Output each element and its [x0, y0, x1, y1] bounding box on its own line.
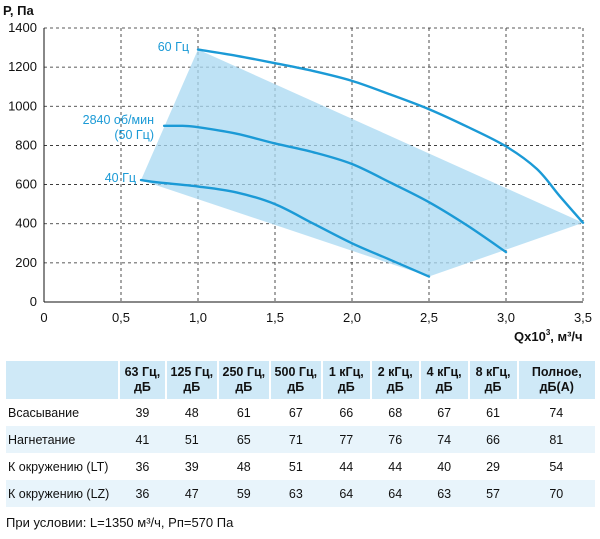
table-cell: 36 [119, 480, 166, 507]
table-cell: 77 [321, 426, 371, 453]
x-tick-label: 0,5 [112, 310, 130, 325]
table-cell: 54 [549, 459, 564, 474]
x-tick-label: 0 [40, 310, 47, 325]
y-axis-label: Р, Па [3, 3, 34, 18]
table-cell: 76 [370, 426, 420, 453]
table-cell: 66 [468, 426, 518, 453]
series-line-1 [162, 124, 508, 254]
table-cell: 57 [468, 480, 518, 507]
table-row: Нагнетание 41 51 65 71 77 76 74 66 81 [6, 426, 595, 453]
table-cell: 48 [236, 459, 251, 474]
table-cell: 48 [184, 405, 199, 420]
series-line-0 [196, 48, 585, 224]
table-cell: 67 [437, 405, 452, 420]
column-header: 250 Гц, дБ [216, 361, 270, 399]
chart-axes [43, 28, 583, 303]
footnote: При условии: L=1350 м³/ч, Pп=570 Па [6, 515, 234, 530]
table-cell: 64 [321, 480, 371, 507]
table-cell: 39 [135, 405, 150, 420]
y-tick-label: 1200 [8, 59, 37, 74]
table-cell: 63 [419, 480, 469, 507]
table-cell: 74 [549, 405, 564, 420]
column-header: Полное, дБ(А) [516, 361, 595, 399]
x-tick-label: 3,5 [574, 310, 592, 325]
y-tick-label: 600 [15, 177, 37, 192]
row-label: К окружению (LT) [8, 459, 109, 474]
y-tick-labels: 0 200 400 600 800 1000 1200 1400 [8, 20, 37, 309]
y-tick-label: 0 [30, 294, 37, 309]
row-label: К окружению (LZ) [6, 480, 119, 507]
table-row: К окружению (LT) 36 39 48 51 44 44 40 29 54 [6, 453, 595, 480]
x-tick-label: 2,0 [343, 310, 361, 325]
table-cell: 67 [288, 405, 303, 420]
x-axis-label-sup: 3 [546, 328, 551, 337]
y-tick-label: 400 [15, 216, 37, 231]
table-cell: 64 [370, 480, 420, 507]
table-cell: 36 [135, 459, 150, 474]
column-header: 63 Гц, дБ [118, 361, 166, 399]
table-cell: 44 [339, 459, 354, 474]
x-tick-labels: 0 0,5 1,0 1,5 2,0 2,5 3,0 3,5 [40, 310, 592, 325]
series-line-2 [139, 178, 431, 278]
table-cell: 51 [288, 459, 303, 474]
table-row: К окружению (LZ) 36 47 59 63 64 64 63 57 70 [6, 480, 595, 507]
column-header: 1 кГц, дБ [320, 361, 371, 399]
noise-table: 63 Гц, дБ 125 Гц, дБ 250 Гц, дБ 500 Гц, дБ 1… [6, 361, 595, 507]
x-axis-label-main: Qx10 [514, 329, 546, 344]
series-label-50hz-line1: 2840 об/мин [83, 113, 154, 127]
series-label-60hz: 60 Гц [158, 40, 189, 54]
table-cell: 59 [217, 480, 270, 507]
column-header: 2 кГц, дБ [369, 361, 420, 399]
table-cell: 81 [517, 426, 595, 453]
x-tick-label: 1,5 [266, 310, 284, 325]
row-label: Всасывание [8, 405, 80, 420]
series-label-40hz: 40 Гц [105, 171, 136, 185]
table-cell: 61 [486, 405, 501, 420]
table-cell: 61 [236, 405, 251, 420]
table-cell: 63 [269, 480, 322, 507]
x-axis-label: Qx103, м³/ч [514, 328, 583, 344]
table-cell: 41 [119, 426, 166, 453]
table-cell: 47 [165, 480, 218, 507]
table-body: Всасывание 39 48 61 67 66 68 67 61 74 Нагнетание 41… [6, 399, 595, 507]
table-cell: 65 [217, 426, 270, 453]
y-tick-label: 1400 [8, 20, 37, 35]
table-header-row: 63 Гц, дБ 125 Гц, дБ 250 Гц, дБ 500 Гц, дБ 1… [6, 361, 595, 399]
column-header: 125 Гц, дБ [164, 361, 218, 399]
y-tick-label: 800 [15, 137, 37, 152]
table-cell: 70 [517, 480, 595, 507]
row-label: Нагнетание [6, 426, 119, 453]
column-header: 8 кГц, дБ [467, 361, 518, 399]
column-header: 4 кГц, дБ [418, 361, 469, 399]
table-cell: 40 [437, 459, 452, 474]
y-tick-label: 1000 [8, 98, 37, 113]
table-row: Всасывание 39 48 61 67 66 68 67 61 74 [6, 399, 595, 426]
table-cell: 29 [486, 459, 501, 474]
operating-region [141, 49, 583, 277]
table-cell: 66 [339, 405, 354, 420]
table-cell: 68 [388, 405, 403, 420]
x-tick-label: 2,5 [420, 310, 438, 325]
x-axis-label-unit: , м³/ч [550, 329, 582, 344]
x-tick-label: 3,0 [497, 310, 515, 325]
table-cell: 44 [388, 459, 403, 474]
table-cell: 51 [165, 426, 218, 453]
chart-curves [139, 48, 585, 278]
x-tick-label: 1,0 [189, 310, 207, 325]
y-tick-label: 200 [15, 255, 37, 270]
table-cell: 71 [269, 426, 322, 453]
table-cell: 39 [184, 459, 199, 474]
column-header: 500 Гц, дБ [268, 361, 322, 399]
table-cell: 74 [419, 426, 469, 453]
header-blank [6, 361, 119, 399]
fan-performance-chart: 0 0,5 1,0 1,5 2,0 2,5 3,0 3,5 0 200 400 600 800 1000… [3, 3, 592, 344]
series-label-50hz-line2: (50 Гц) [114, 128, 154, 142]
